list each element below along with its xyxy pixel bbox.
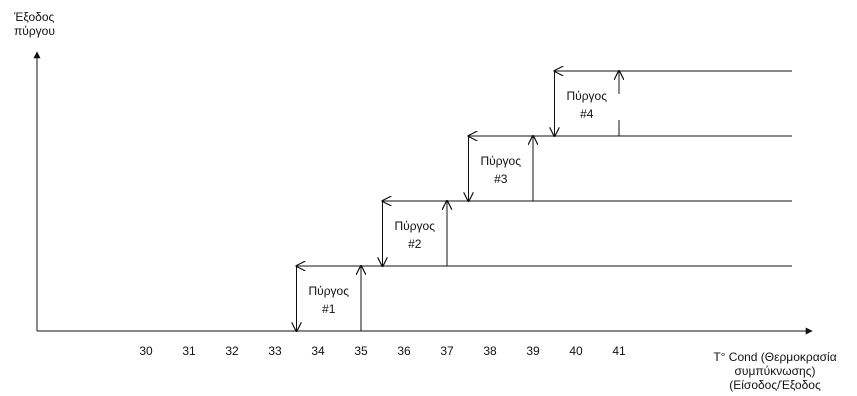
x-tick-37: 37 xyxy=(440,344,454,358)
tower-3-label-number: #3 xyxy=(494,172,508,186)
x-tick-38: 38 xyxy=(483,344,497,358)
tower-3-label-name: Πύργος xyxy=(480,154,521,168)
x-tick-36: 36 xyxy=(397,344,411,358)
tower-1-label-name: Πύργος xyxy=(308,284,349,298)
y-axis-label: Έξοδος πύργου xyxy=(14,10,74,38)
x-axis-label-line-3: (Είσοδος/Έξοδος xyxy=(729,378,821,392)
tower-4-label-name: Πύργος xyxy=(566,89,607,103)
x-tick-39: 39 xyxy=(526,344,540,358)
x-axis-label: T° Cond (Θερμοκρασία συμπύκνωσης) (Είσοδ… xyxy=(690,350,857,392)
x-tick-41: 41 xyxy=(612,344,626,358)
x-axis-label-line-2: συμπύκνωσης) xyxy=(734,364,816,378)
x-tick-32: 32 xyxy=(225,344,239,358)
tower-2-label-number: #2 xyxy=(408,237,422,251)
tower-steps: Πύργος #1 Πύργος #2 Πύργος #3 Πύργος #4 xyxy=(297,71,792,331)
x-tick-35: 35 xyxy=(354,344,368,358)
y-axis-label-line-1: Έξοδος xyxy=(14,10,55,24)
x-tick-40: 40 xyxy=(569,344,583,358)
x-tick-labels: 30 31 32 33 34 35 36 37 38 39 40 41 xyxy=(139,344,626,358)
x-axis-label-line-1: T° Cond (Θερμοκρασία xyxy=(713,350,837,364)
y-axis-label-line-2: πύργου xyxy=(14,24,55,38)
tower-2-label-name: Πύργος xyxy=(394,219,435,233)
x-tick-33: 33 xyxy=(268,344,282,358)
x-tick-30: 30 xyxy=(139,344,153,358)
x-tick-34: 34 xyxy=(311,344,325,358)
x-tick-31: 31 xyxy=(182,344,196,358)
tower-1-label-number: #1 xyxy=(322,302,336,316)
tower-4-label-number: #4 xyxy=(580,107,594,121)
